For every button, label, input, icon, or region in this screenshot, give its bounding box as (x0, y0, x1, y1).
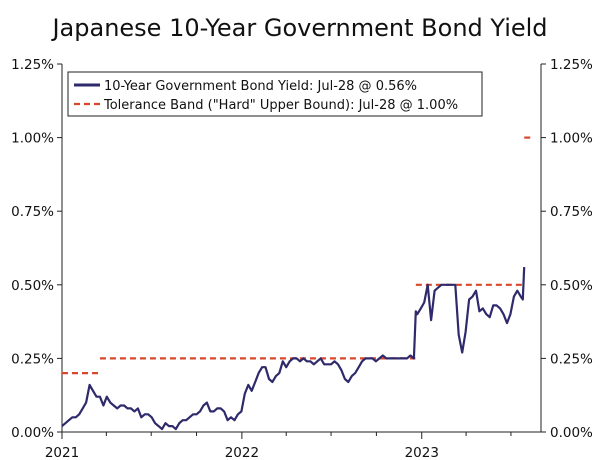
y-tick-label-right: 1.00% (550, 131, 593, 147)
y-tick-label-right: 0.50% (550, 278, 593, 294)
axes: 0.00% 0.00% 0.25% 0.25% 0.50% 0.50% 0.75% 0.75%… (11, 57, 593, 460)
y-tick-label-left: 0.25% (11, 351, 54, 367)
y-tick-label-left: 0.00% (11, 425, 54, 441)
series-yield-line (61, 267, 526, 431)
y-tick-label-right: 0.25% (550, 351, 593, 367)
y-tick-label-left: 1.00% (11, 131, 54, 147)
y-tick-label-right: 0.00% (550, 425, 593, 441)
x-tick-label: 2023 (405, 445, 439, 460)
chart-title: Japanese 10-Year Government Bond Yield (52, 14, 548, 42)
legend: 10-Year Government Bond Yield: Jul-28 @ … (67, 71, 483, 117)
plot-series (61, 136, 534, 431)
legend-label-band: Tolerance Band ("Hard" Upper Bound): Jul… (103, 98, 458, 113)
x-tick-label: 2021 (45, 445, 79, 460)
y-tick-label-left: 1.25% (11, 57, 54, 73)
y-tick-label-right: 1.25% (550, 57, 593, 73)
x-tick-label: 2022 (225, 445, 259, 460)
legend-box (67, 71, 483, 117)
y-tick-label-left: 0.75% (11, 204, 54, 220)
legend-label-yield: 10-Year Government Bond Yield: Jul-28 @ … (104, 79, 417, 94)
y-tick-label-left: 0.50% (11, 278, 54, 294)
y-tick-label-right: 0.75% (550, 204, 593, 220)
